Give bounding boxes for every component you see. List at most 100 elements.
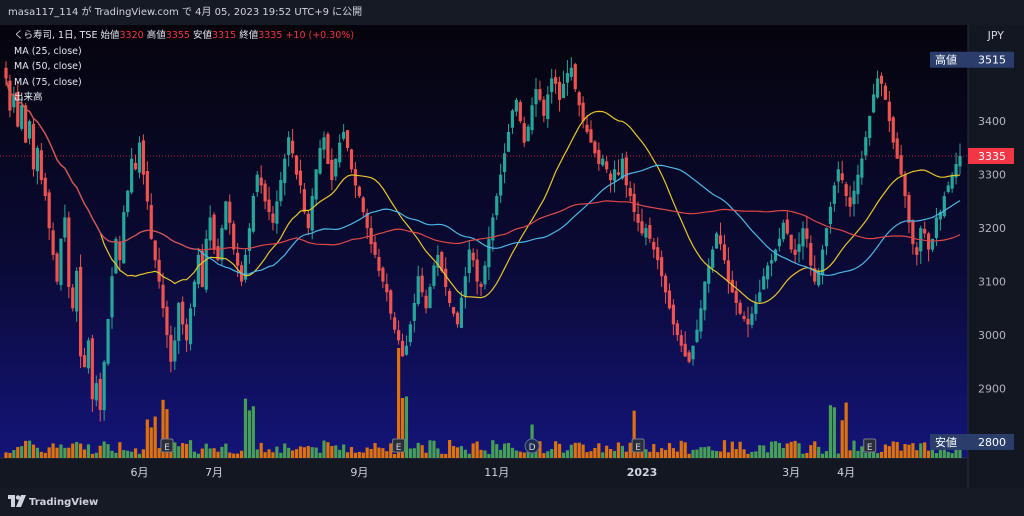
volume-bar [832,407,836,458]
volume-bar [432,440,436,458]
volume-bar [718,451,723,458]
ma25-line [5,78,961,305]
volume-bar [216,451,220,458]
candle-body [78,266,83,357]
volume-bar [471,443,475,458]
volume-bar [228,452,232,458]
volume-bar [126,450,130,458]
candle-body [232,223,236,250]
volume-bar [801,453,805,458]
candle-body [338,142,342,163]
volume-bar [605,445,609,458]
candle-body [314,169,318,200]
candle-body [612,169,617,181]
candle-body [934,217,939,239]
event-marker-label: E [164,443,170,453]
candle-body [671,304,676,325]
candle-body [899,155,903,175]
candle-body [660,257,664,277]
volume-bar [844,402,848,458]
legend-ma50[interactable]: MA (50, close) [14,61,82,72]
candle-body [349,149,354,170]
candle-body [636,214,640,223]
legend-volume[interactable]: 出来高 [14,92,43,103]
candle-body [510,110,515,128]
candle-body [950,174,954,189]
volume-bar [538,441,542,458]
candle-body [754,302,758,314]
candle-body [703,281,707,311]
volume-bar [94,452,98,458]
volume-bar [915,450,919,458]
legend-ma75[interactable]: MA (75, close) [14,76,82,88]
volume-bar [271,452,275,458]
volume-bar [342,444,346,458]
candle-body [887,101,891,122]
volume-bar [373,443,377,458]
volume-bar [20,446,24,458]
volume-bar [259,442,263,458]
candle-body [110,276,114,318]
candle-body [538,89,542,100]
volume-bar [840,420,844,458]
volume-bar [467,453,471,458]
candle-body [353,169,358,186]
volume-bar [895,442,899,458]
volume-bar [314,447,318,458]
candle-body [86,340,91,369]
candle-body [554,77,558,84]
candle-body [679,335,683,346]
currency-label[interactable]: JPY [987,29,1004,42]
candle-body [130,158,134,193]
candle-body [165,306,169,336]
candle-body [848,197,852,207]
legend-ma25[interactable]: MA (25, close) [14,45,82,57]
price-label-value: 3515 [978,54,1006,67]
candle-body [675,323,679,336]
volume-bar [290,450,295,458]
volume-bar [789,441,793,458]
volume-bar [652,444,656,458]
volume-bar [236,453,240,458]
volume-bar [4,452,8,458]
candle-body [656,247,660,261]
volume-bar [691,449,695,458]
candle-body [420,275,424,293]
volume-bar [817,446,821,458]
volume-bar [275,446,279,458]
candle-body [177,302,181,341]
volume-bar [656,452,660,458]
candle-body [141,140,146,175]
candle-body [345,130,350,148]
volume-bar [102,441,106,458]
volume-bar [903,444,907,458]
candle-body [495,196,499,216]
last-price-value: 3335 [978,150,1006,163]
candle-body [608,173,613,181]
volume-bar [98,445,102,458]
volume-bar [923,442,927,458]
candle-body [27,121,32,139]
candle-body [593,141,597,154]
volume-bar [420,445,424,458]
candle-body [742,316,746,320]
volume-bar [239,450,244,458]
candle-body [667,290,672,309]
candle-body [875,78,880,98]
candle-body [683,343,687,357]
time-tick-2: 9月 [350,466,368,479]
volume-bar [86,444,91,458]
volume-bar [495,444,499,458]
moving-averages [5,78,961,305]
candle-body [652,241,656,250]
candle-body [259,177,263,186]
candle-body [255,174,259,193]
candle-body [534,89,538,105]
candle-body [67,217,71,287]
candle-body [243,254,248,280]
candle-body [428,286,432,309]
candle-body [502,153,507,173]
candle-body [342,131,346,139]
